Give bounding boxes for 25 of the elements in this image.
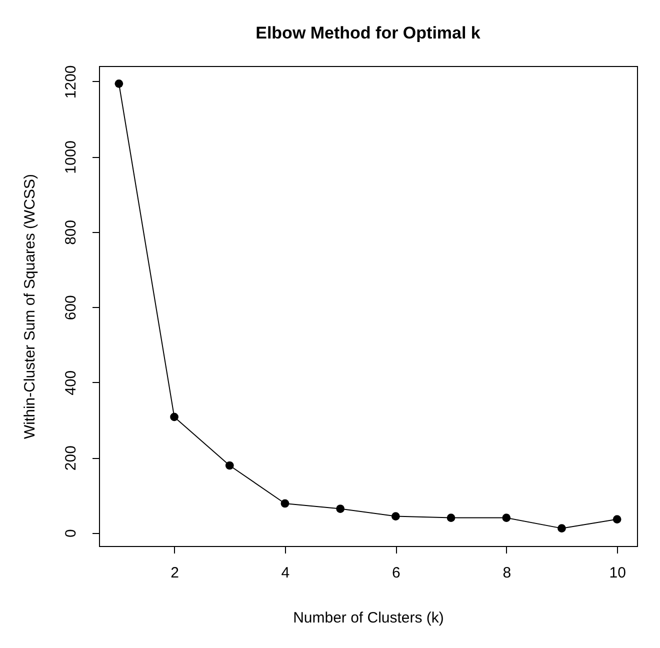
point [446, 514, 456, 522]
point [391, 512, 400, 520]
y-tick-label: 1200 [62, 65, 80, 99]
y-tick-label: 800 [62, 220, 80, 245]
x-tick-label: 2 [170, 564, 179, 582]
point [280, 499, 290, 508]
y-tick-label: 1000 [62, 140, 80, 174]
point [558, 524, 566, 532]
y-tick-label: 400 [62, 370, 80, 396]
point [502, 514, 511, 522]
x-tick-label: 10 [609, 564, 626, 582]
x-tick-label: 4 [281, 564, 290, 582]
point [612, 515, 622, 524]
x-tick-label: 8 [502, 564, 512, 582]
y-axis-title: Within-Cluster Sum of Squares (WCSS) [22, 174, 38, 440]
y-tick-label: 600 [62, 295, 80, 320]
chart-title: Elbow Method for Optimal k [256, 24, 481, 43]
y-tick-label: 0 [62, 529, 80, 538]
point [336, 504, 345, 513]
y-tick-label: 200 [62, 446, 80, 471]
point [170, 412, 178, 422]
point [114, 80, 124, 88]
x-axis-title: Number of Clusters (k) [293, 610, 444, 626]
point [225, 461, 234, 470]
x-tick-label: 6 [392, 564, 400, 582]
